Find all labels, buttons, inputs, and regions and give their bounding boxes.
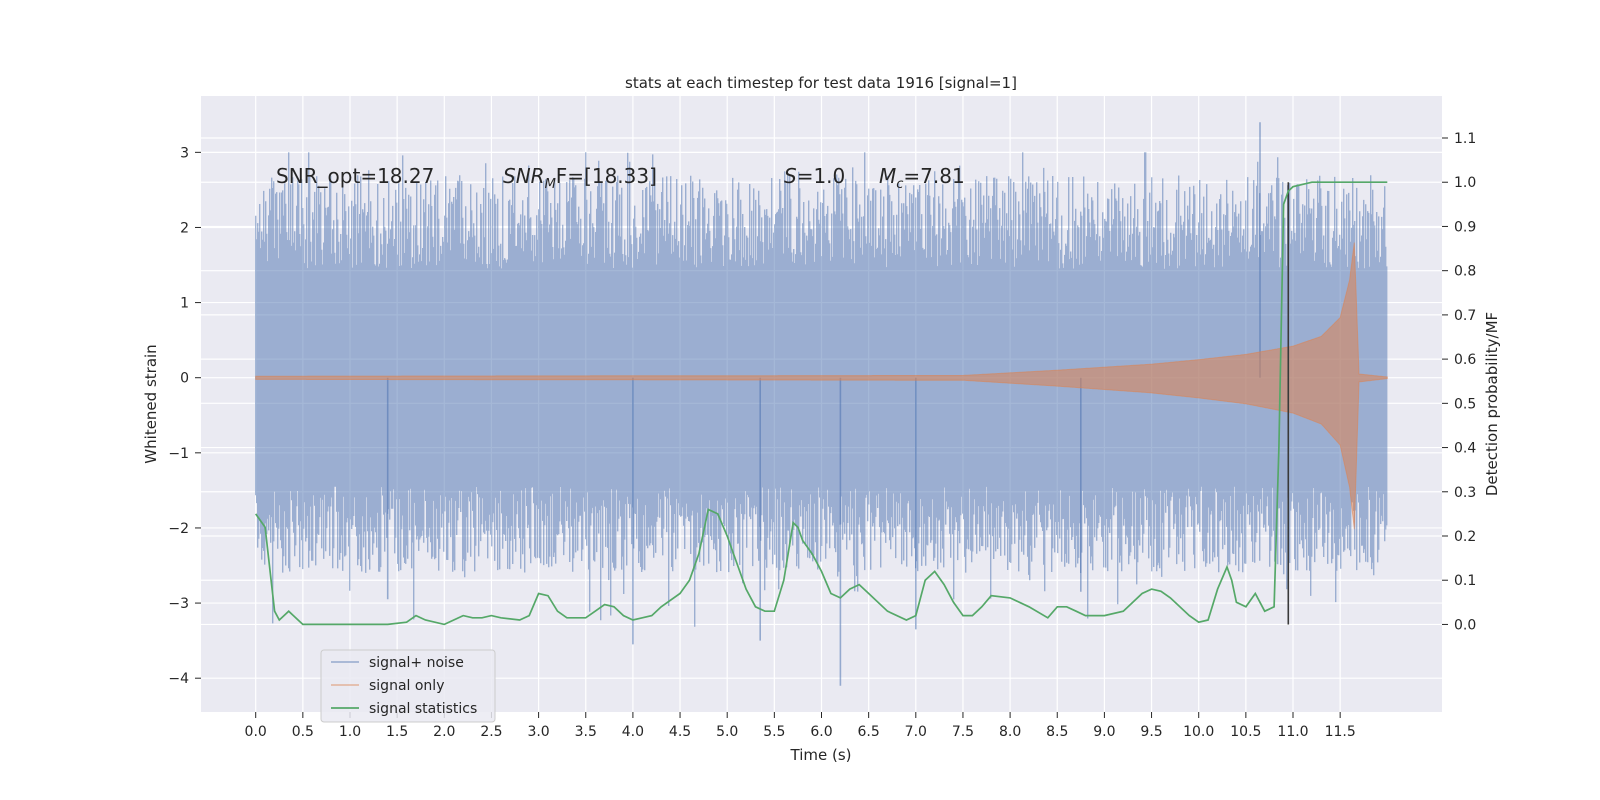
x-tick-label: 3.5 — [575, 724, 597, 740]
s-annotation: S=1.0 — [784, 164, 845, 188]
x-axis-ticks: 0.0 0.5 1.0 1.5 2.0 2.5 3.0 3.5 4.0 4.5 5.0 5.5 6.0 6… — [245, 712, 1356, 740]
x-tick-label: 9.0 — [1093, 724, 1115, 740]
x-tick-label: 10.0 — [1183, 724, 1214, 740]
right-y-tick-label: 0.6 — [1454, 352, 1476, 368]
x-tick-label: 11.5 — [1325, 724, 1356, 740]
mc-main: M — [879, 164, 896, 188]
x-tick-label: 6.5 — [858, 724, 880, 740]
mc-subscript: c — [896, 177, 903, 192]
y-axis-ticks: −4 −3 −2 −1 0 1 2 3 — [168, 145, 201, 687]
snr-mf-main: SNR — [503, 164, 545, 188]
chart-title: stats at each timestep for test data 191… — [625, 74, 1017, 92]
y-tick-label: 0 — [180, 371, 189, 387]
right-y-axis-ticks: 0.0 0.1 0.2 0.3 0.4 0.5 0.6 0.7 0.8 0.9 1.0 1.1 — [1442, 131, 1476, 633]
snr-mf-annotation: SNRMF=[18.33] — [503, 164, 657, 192]
signal-noise-spikes — [386, 122, 1261, 686]
y-tick-label: 2 — [180, 220, 189, 236]
x-tick-label: 2.0 — [433, 724, 455, 740]
snr-mf-subscript: M — [545, 177, 556, 192]
x-tick-label: 0.0 — [245, 724, 267, 740]
right-y-tick-label: 1.1 — [1454, 131, 1476, 147]
y-tick-label: −2 — [168, 521, 189, 537]
legend: signal+ noise signal only signal statist… — [320, 649, 496, 723]
legend-label-signal-statistics: signal statistics — [369, 701, 477, 717]
signal-only-series — [255, 242, 1388, 530]
legend-label-signal-only: signal only — [369, 678, 444, 694]
x-tick-label: 7.0 — [905, 724, 927, 740]
x-tick-label: 1.0 — [339, 724, 361, 740]
mc-annotation: Mc=7.81 — [879, 164, 965, 192]
y-tick-label: −1 — [168, 446, 189, 462]
y-tick-label: 3 — [180, 145, 189, 161]
right-y-tick-label: 0.0 — [1454, 617, 1476, 633]
x-tick-label: 4.5 — [669, 724, 691, 740]
x-tick-label: 3.0 — [527, 724, 549, 740]
x-axis-label: Time (s) — [790, 746, 852, 764]
x-tick-label: 0.5 — [292, 724, 314, 740]
x-tick-label: 5.0 — [716, 724, 738, 740]
x-tick-label: 5.5 — [763, 724, 785, 740]
right-y-tick-label: 1.0 — [1454, 175, 1476, 191]
x-tick-label: 11.0 — [1277, 724, 1308, 740]
signal-statistics-line — [255, 181, 1388, 626]
s-main: S — [784, 164, 797, 188]
right-y-tick-label: 0.4 — [1454, 441, 1476, 457]
x-tick-label: 1.5 — [386, 724, 408, 740]
x-tick-label: 4.0 — [622, 724, 644, 740]
right-y-tick-label: 0.2 — [1454, 529, 1476, 545]
x-tick-label: 8.5 — [1046, 724, 1068, 740]
legend-label-signal-noise: signal+ noise — [369, 655, 464, 671]
right-y-tick-label: 0.5 — [1454, 396, 1476, 412]
right-y-tick-label: 0.7 — [1454, 308, 1476, 324]
x-tick-label: 10.5 — [1230, 724, 1261, 740]
right-y-tick-label: 0.3 — [1454, 485, 1476, 501]
right-y-tick-label: 0.9 — [1454, 219, 1476, 235]
snr-opt-annotation: SNR_opt=18.27 — [276, 164, 434, 188]
y-axis-label: Whitened strain — [142, 344, 160, 463]
right-y-tick-label: 0.1 — [1454, 573, 1476, 589]
x-tick-label: 2.5 — [480, 724, 502, 740]
snr-mf-rest: F=[18.33] — [556, 164, 657, 188]
x-tick-label: 8.0 — [999, 724, 1021, 740]
signal-only-band — [255, 242, 1388, 530]
y-tick-label: −3 — [168, 596, 189, 612]
x-tick-label: 6.0 — [810, 724, 832, 740]
x-tick-label: 9.5 — [1140, 724, 1162, 740]
x-tick-label: 7.5 — [952, 724, 974, 740]
right-y-tick-label: 0.8 — [1454, 264, 1476, 280]
s-rest: =1.0 — [797, 164, 846, 188]
y-tick-label: 1 — [180, 296, 189, 312]
legend-box — [320, 649, 496, 723]
mc-rest: =7.81 — [903, 164, 964, 188]
right-y-axis-label: Detection probability/MF — [1483, 312, 1501, 496]
y-tick-label: −4 — [168, 671, 189, 687]
